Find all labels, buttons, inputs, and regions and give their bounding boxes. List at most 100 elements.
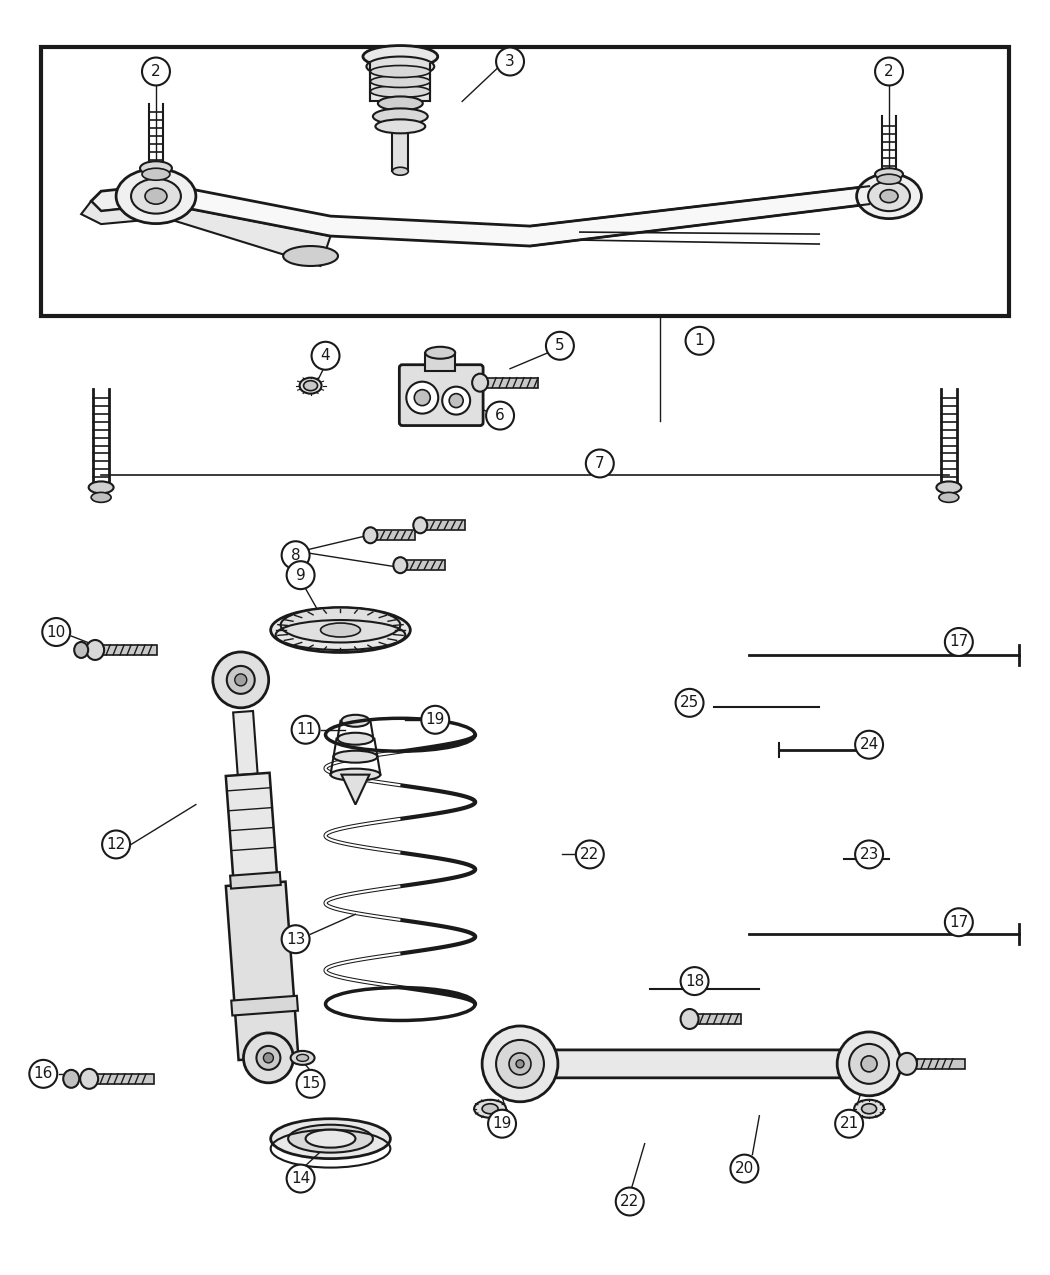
- Text: 17: 17: [949, 914, 968, 929]
- Bar: [96, 645, 158, 655]
- Text: 25: 25: [680, 695, 699, 710]
- Text: 1: 1: [695, 333, 705, 348]
- Bar: [420, 520, 465, 530]
- Text: 6: 6: [496, 408, 505, 423]
- Text: 2: 2: [151, 64, 161, 79]
- Polygon shape: [230, 872, 280, 889]
- Circle shape: [496, 47, 524, 75]
- Ellipse shape: [86, 640, 104, 660]
- Bar: [400, 560, 445, 570]
- Ellipse shape: [331, 769, 380, 780]
- Circle shape: [29, 1060, 58, 1088]
- Ellipse shape: [394, 557, 407, 574]
- Ellipse shape: [280, 608, 400, 643]
- Bar: [393, 121, 408, 171]
- Ellipse shape: [371, 75, 430, 88]
- Circle shape: [102, 830, 130, 858]
- Ellipse shape: [939, 492, 959, 502]
- Circle shape: [486, 402, 514, 430]
- Text: 20: 20: [735, 1162, 754, 1176]
- Bar: [89, 1074, 154, 1084]
- Bar: [480, 377, 538, 388]
- Text: 21: 21: [840, 1116, 859, 1131]
- Polygon shape: [166, 184, 869, 246]
- Circle shape: [42, 618, 70, 646]
- Ellipse shape: [63, 1070, 79, 1088]
- Ellipse shape: [88, 482, 113, 493]
- Circle shape: [835, 1109, 863, 1137]
- Ellipse shape: [425, 347, 456, 358]
- Circle shape: [575, 840, 604, 868]
- Circle shape: [488, 1109, 516, 1137]
- Ellipse shape: [875, 168, 903, 180]
- Text: 13: 13: [286, 932, 306, 947]
- Ellipse shape: [91, 492, 111, 502]
- Circle shape: [235, 674, 247, 686]
- Circle shape: [264, 1053, 273, 1063]
- Polygon shape: [226, 773, 277, 881]
- Ellipse shape: [284, 246, 338, 266]
- Circle shape: [281, 926, 310, 954]
- Ellipse shape: [142, 168, 170, 180]
- Circle shape: [855, 840, 883, 868]
- Circle shape: [855, 731, 883, 759]
- Ellipse shape: [378, 97, 423, 111]
- Ellipse shape: [937, 482, 962, 493]
- FancyBboxPatch shape: [399, 365, 483, 426]
- Text: 16: 16: [34, 1066, 52, 1081]
- Ellipse shape: [303, 381, 317, 390]
- Ellipse shape: [320, 623, 360, 638]
- Ellipse shape: [414, 518, 427, 533]
- Ellipse shape: [862, 1104, 877, 1114]
- Circle shape: [449, 394, 463, 408]
- Text: 14: 14: [291, 1170, 310, 1186]
- Circle shape: [680, 968, 709, 994]
- Bar: [425, 353, 456, 371]
- Text: 7: 7: [595, 456, 605, 470]
- Bar: [371, 64, 430, 102]
- Circle shape: [686, 326, 714, 354]
- Text: 19: 19: [492, 1116, 511, 1131]
- Circle shape: [849, 1044, 889, 1084]
- Polygon shape: [81, 201, 331, 266]
- Text: 2: 2: [884, 64, 894, 79]
- Ellipse shape: [366, 56, 435, 76]
- Circle shape: [287, 1164, 315, 1192]
- Ellipse shape: [363, 46, 438, 68]
- Circle shape: [406, 381, 438, 413]
- Bar: [903, 1058, 965, 1068]
- Text: 23: 23: [859, 847, 879, 862]
- Ellipse shape: [880, 190, 898, 203]
- Ellipse shape: [337, 733, 374, 745]
- Circle shape: [421, 706, 449, 733]
- Text: 12: 12: [106, 836, 126, 852]
- Ellipse shape: [371, 65, 430, 78]
- Polygon shape: [91, 184, 166, 212]
- Ellipse shape: [131, 179, 181, 214]
- Ellipse shape: [341, 715, 370, 727]
- Circle shape: [244, 1033, 293, 1082]
- Polygon shape: [231, 996, 298, 1015]
- Circle shape: [731, 1155, 758, 1182]
- Ellipse shape: [877, 175, 901, 184]
- Circle shape: [415, 390, 430, 405]
- Polygon shape: [226, 881, 298, 1060]
- Ellipse shape: [296, 1054, 309, 1061]
- Ellipse shape: [373, 108, 427, 125]
- Text: 18: 18: [685, 974, 705, 988]
- Circle shape: [586, 450, 614, 477]
- Ellipse shape: [472, 374, 488, 391]
- Circle shape: [945, 629, 972, 655]
- Circle shape: [292, 715, 319, 743]
- Circle shape: [496, 1040, 544, 1088]
- Circle shape: [615, 1187, 644, 1215]
- Ellipse shape: [288, 1125, 373, 1153]
- Circle shape: [312, 342, 339, 370]
- Circle shape: [213, 652, 269, 708]
- Ellipse shape: [306, 1130, 356, 1148]
- Ellipse shape: [482, 1104, 498, 1114]
- Circle shape: [875, 57, 903, 85]
- Bar: [41, 47, 1009, 316]
- Text: 15: 15: [301, 1076, 320, 1091]
- Text: 5: 5: [555, 338, 565, 353]
